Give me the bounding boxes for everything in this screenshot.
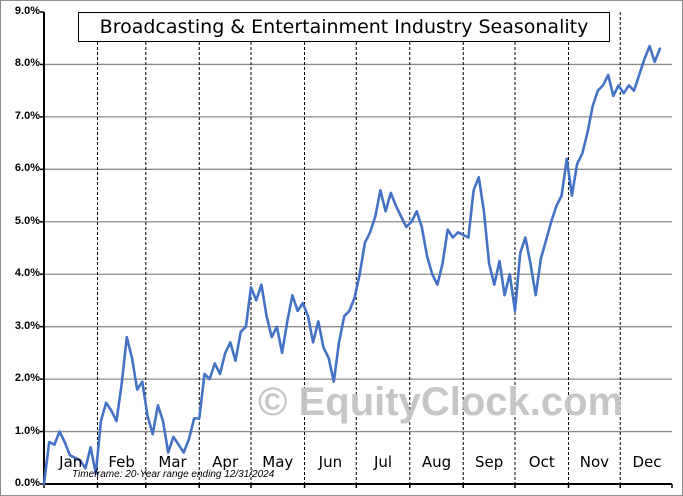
month-label-feb: Feb: [108, 453, 135, 471]
month-label-may: May: [262, 453, 294, 471]
month-label-jun: Jun: [318, 453, 343, 471]
y-tick-label: 4.0%: [14, 267, 40, 280]
y-tick-label: 3.0%: [14, 319, 40, 332]
y-tick-label: 0.0%: [14, 477, 40, 489]
y-tick-label: 8.0%: [14, 57, 40, 70]
month-label-aug: Aug: [421, 453, 452, 471]
y-tick-label: 9.0%: [14, 5, 40, 17]
month-label-jan: Jan: [59, 453, 83, 471]
horizontal-gridlines: [44, 63, 672, 433]
y-tick-label: 6.0%: [14, 162, 40, 175]
month-label-nov: Nov: [579, 453, 609, 471]
month-label-oct: Oct: [528, 453, 555, 471]
y-tick-label: 1.0%: [14, 424, 40, 437]
month-label-jul: Jul: [373, 453, 393, 471]
y-tick-label: 7.0%: [14, 109, 40, 122]
chart-title-text: Broadcasting & Entertainment Industry Se…: [99, 16, 589, 38]
month-label-apr: Apr: [212, 453, 239, 471]
y-tick-label: 2.0%: [14, 372, 40, 385]
y-tick-label: 5.0%: [14, 214, 40, 227]
timeframe-annotation: Timeframe: 20-Year range ending 12/31/20…: [72, 469, 275, 480]
month-label-dec: Dec: [632, 453, 662, 471]
month-label-sep: Sep: [474, 453, 504, 471]
watermark: © EquityClock.com: [258, 380, 624, 424]
chart-title: Broadcasting & Entertainment Industry Se…: [78, 12, 610, 42]
month-label-mar: Mar: [158, 453, 187, 471]
